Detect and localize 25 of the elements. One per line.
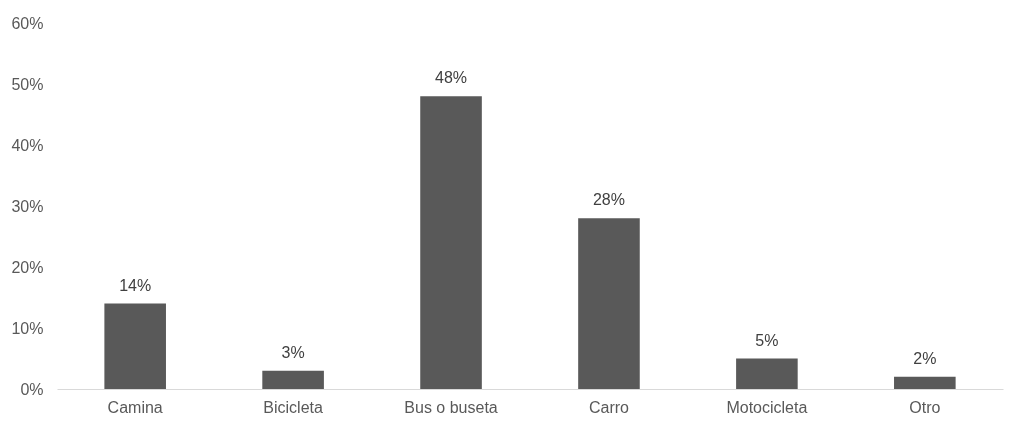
data-label: 2% [913,349,937,367]
data-label: 3% [281,343,305,361]
x-tick-label: Carro [588,398,630,416]
bar [420,96,482,389]
x-tick-label: Bicicleta [263,398,323,416]
bar [262,370,324,389]
x-tick-label: Camina [107,398,163,416]
y-tick-label: 0% [20,380,44,398]
data-label: 48% [435,69,468,87]
y-tick-label: 50% [11,75,44,93]
y-tick-label: 40% [11,136,44,154]
y-tick-label: 10% [11,319,44,337]
x-tick-label: Bus o buseta [404,398,498,416]
bar [736,358,798,389]
y-tick-label: 60% [11,14,44,32]
data-label: 28% [592,191,625,209]
x-tick-label: Motocicleta [726,398,808,416]
y-tick-label: 30% [11,197,44,215]
data-label: 5% [755,331,779,349]
data-label: 14% [119,276,152,294]
bar [894,376,956,389]
x-tick-label: Otro [909,398,941,416]
y-tick-label: 20% [11,258,44,276]
bar [578,218,640,389]
bar [104,303,166,389]
